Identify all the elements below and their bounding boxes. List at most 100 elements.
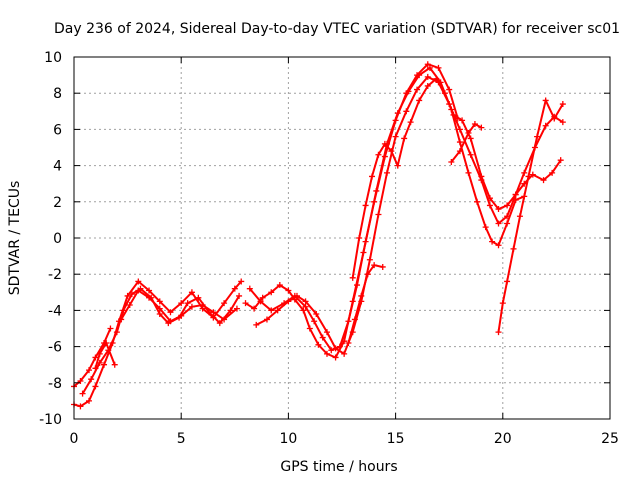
data-point [489,238,496,245]
data-point [195,294,202,301]
data-point [268,289,275,296]
chart-title: Day 236 of 2024, Sidereal Day-to-day VTE… [54,21,620,37]
data-point [504,213,511,220]
data-point [433,75,440,82]
data-point [285,298,292,305]
data-point [276,282,283,289]
data-point [156,305,163,312]
series-line [94,340,116,369]
data-point [135,287,142,294]
data-point [285,287,292,294]
data-point [403,108,410,115]
data-point [456,126,463,133]
data-point [221,300,228,307]
data-point [482,224,489,231]
data-point [302,298,309,305]
data-point [188,289,195,296]
series-line [249,66,525,352]
data-point [362,202,369,209]
data-point [435,64,442,71]
grid [74,57,610,419]
data-point [495,220,502,227]
data-point [392,133,399,140]
data-point [221,316,228,323]
x-axis-label: GPS time / hours [280,459,397,475]
data-point [92,383,99,390]
data-point [478,173,485,180]
data-point [542,122,549,129]
data-point [319,334,326,341]
data-point [315,341,322,348]
data-point [113,329,120,336]
data-point [486,195,493,202]
data-point [559,119,566,126]
data-point [384,169,391,176]
y-tick-label: -2 [48,267,62,283]
data-point [92,365,99,372]
data-point [504,278,511,285]
data-point [242,300,249,307]
satellite-track-9 [345,262,386,346]
data-point [381,140,388,147]
data-point [529,171,536,178]
x-tick-label: 5 [177,431,186,447]
data-point [351,316,358,323]
satellite-track-5 [118,287,240,325]
data-point [459,117,466,124]
x-tick-label: 0 [70,431,79,447]
data-point [424,82,431,89]
data-point [96,350,103,357]
data-point [86,367,93,374]
data-point [356,235,363,241]
data-point [465,169,472,176]
data-point [146,294,153,301]
data-point [178,312,185,319]
data-point [257,298,264,305]
y-tick-label: 10 [44,50,62,66]
data-point [407,119,414,126]
satellite-track-6 [242,61,461,361]
x-tick-label: 20 [494,431,512,447]
data-point [354,282,361,289]
data-point [306,325,313,332]
data-point [268,307,275,314]
data-point [499,300,506,307]
data-point [311,318,318,325]
series-line [81,287,240,395]
satellite-track-10 [349,75,564,281]
data-point [465,130,472,137]
data-point [441,90,448,97]
data-point [167,318,174,325]
data-point [358,292,365,299]
data-point [238,278,245,285]
data-point [551,115,558,122]
data-point [336,343,343,350]
y-tick-label: 2 [53,195,62,211]
data-point [236,292,243,299]
data-point [323,350,330,357]
data-point [156,298,163,305]
y-tick-label: -4 [48,303,62,319]
data-point [124,292,131,299]
data-point [495,206,502,213]
data-point [416,97,423,104]
data-point [233,305,240,312]
data-point [135,278,142,285]
y-tick-label: 4 [53,159,62,175]
data-point [79,390,86,397]
data-point [557,157,564,164]
data-point [371,262,378,269]
series-line [73,279,242,408]
data-point [495,329,502,336]
data-point [184,300,191,307]
data-point [313,311,320,318]
y-tick-label: -10 [39,412,62,428]
data-series [71,61,566,410]
data-point [362,238,369,245]
data-point [345,318,352,325]
data-point [534,133,541,140]
data-point [495,242,502,249]
data-point [379,263,386,270]
satellite-track-11 [448,120,485,165]
series-line [244,63,459,359]
